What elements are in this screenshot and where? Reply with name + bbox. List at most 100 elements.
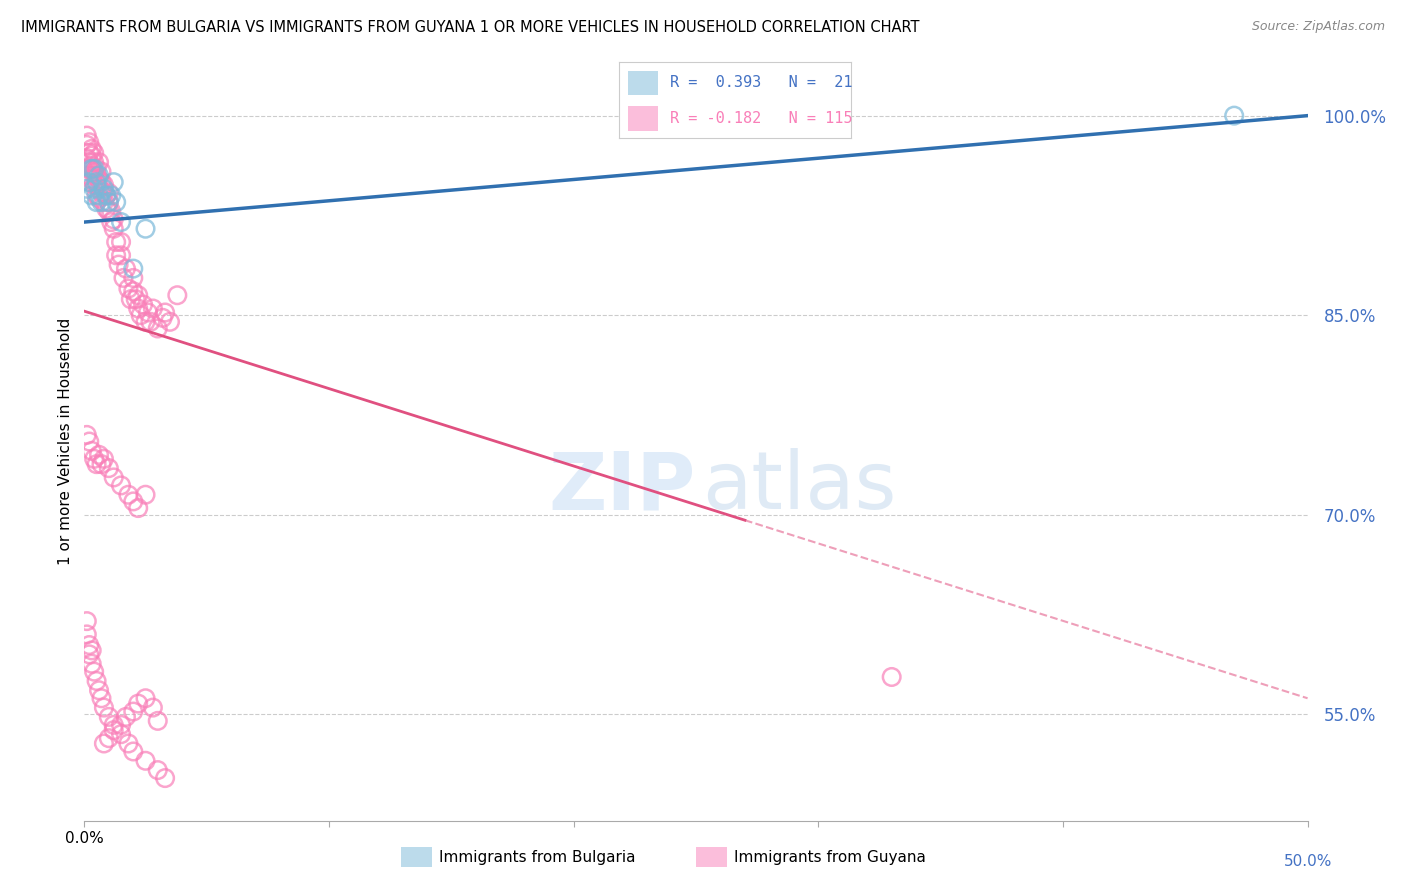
- Point: [87, 448, 110, 462]
- Text: Immigrants from Bulgaria: Immigrants from Bulgaria: [439, 850, 636, 864]
- Point: [122, 494, 145, 508]
- Point: [90, 195, 112, 210]
- Point: [80, 172, 103, 186]
- Point: [146, 321, 169, 335]
- Point: [87, 188, 110, 202]
- Point: [80, 657, 103, 671]
- Point: [135, 691, 157, 706]
- Point: [80, 148, 103, 162]
- Point: [83, 451, 105, 466]
- Point: [125, 292, 148, 306]
- Point: [139, 315, 162, 329]
- Point: [86, 175, 108, 189]
- Text: ZIP: ZIP: [548, 448, 696, 526]
- Point: [77, 145, 100, 160]
- Point: [122, 261, 145, 276]
- Point: [86, 169, 108, 183]
- Point: [142, 301, 165, 316]
- Point: [105, 248, 128, 262]
- Point: [77, 638, 100, 652]
- Point: [87, 172, 110, 186]
- Point: [100, 215, 122, 229]
- Point: [117, 488, 139, 502]
- Point: [97, 186, 120, 200]
- Point: [97, 710, 120, 724]
- Point: [86, 178, 108, 192]
- Point: [166, 288, 188, 302]
- Point: [76, 128, 98, 143]
- Point: [96, 188, 118, 202]
- Point: [77, 169, 100, 183]
- Point: [97, 204, 120, 219]
- Point: [142, 700, 165, 714]
- Point: [117, 737, 139, 751]
- Point: [136, 305, 159, 319]
- Point: [76, 627, 98, 641]
- Point: [83, 169, 105, 183]
- Point: [115, 261, 138, 276]
- Point: [77, 161, 100, 176]
- Point: [105, 195, 128, 210]
- Point: [93, 451, 115, 466]
- Bar: [628, 70, 658, 95]
- Point: [132, 297, 155, 311]
- Point: [76, 151, 98, 165]
- Point: [77, 155, 100, 169]
- Point: [135, 315, 157, 329]
- Point: [90, 175, 112, 189]
- Point: [77, 175, 100, 189]
- Point: [97, 731, 120, 746]
- Point: [77, 135, 100, 149]
- Text: IMMIGRANTS FROM BULGARIA VS IMMIGRANTS FROM GUYANA 1 OR MORE VEHICLES IN HOUSEHO: IMMIGRANTS FROM BULGARIA VS IMMIGRANTS F…: [21, 20, 920, 35]
- Point: [76, 428, 98, 442]
- Point: [76, 137, 98, 152]
- Point: [105, 235, 128, 249]
- Point: [93, 182, 115, 196]
- Point: [122, 284, 145, 298]
- Text: R = -0.182   N = 115: R = -0.182 N = 115: [669, 111, 852, 126]
- Point: [122, 744, 145, 758]
- Point: [80, 443, 103, 458]
- Point: [152, 310, 174, 325]
- Point: [87, 683, 110, 698]
- Point: [86, 673, 108, 688]
- Point: [97, 461, 120, 475]
- Point: [880, 670, 903, 684]
- Point: [83, 665, 105, 679]
- Point: [87, 191, 110, 205]
- Text: atlas: atlas: [702, 448, 897, 526]
- Point: [110, 478, 132, 492]
- Point: [83, 155, 105, 169]
- Text: Source: ZipAtlas.com: Source: ZipAtlas.com: [1251, 20, 1385, 33]
- Point: [103, 718, 125, 732]
- Point: [90, 691, 112, 706]
- Point: [80, 142, 103, 156]
- Point: [90, 164, 112, 178]
- Point: [80, 159, 103, 173]
- Point: [110, 718, 132, 732]
- Point: [100, 204, 122, 219]
- Point: [100, 188, 122, 202]
- Point: [120, 292, 142, 306]
- Point: [146, 714, 169, 728]
- Point: [87, 169, 110, 183]
- Point: [80, 161, 103, 176]
- Point: [93, 178, 115, 192]
- Point: [96, 202, 118, 216]
- Point: [83, 145, 105, 160]
- Point: [159, 315, 181, 329]
- Point: [80, 188, 103, 202]
- Point: [83, 164, 105, 178]
- Point: [103, 723, 125, 738]
- Point: [96, 188, 118, 202]
- Point: [127, 288, 149, 302]
- Point: [127, 301, 149, 316]
- Point: [110, 727, 132, 741]
- Point: [97, 195, 120, 210]
- Point: [93, 186, 115, 200]
- Point: [93, 700, 115, 714]
- Point: [76, 614, 98, 628]
- Point: [153, 305, 176, 319]
- Point: [117, 282, 139, 296]
- Point: [135, 221, 157, 235]
